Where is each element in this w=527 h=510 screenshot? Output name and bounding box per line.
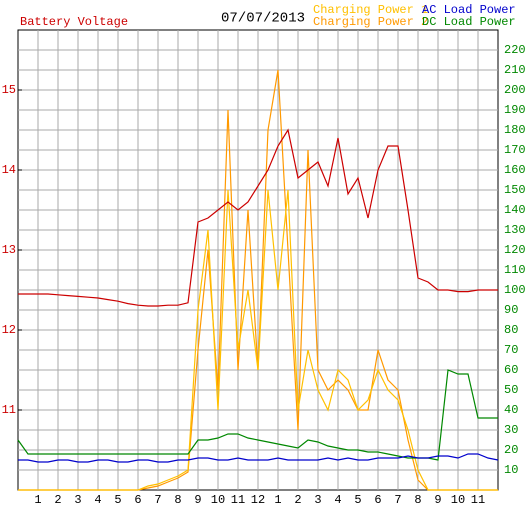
series-line xyxy=(18,453,499,463)
y2-tick-label: 50 xyxy=(504,383,518,397)
y2-tick-label: 60 xyxy=(504,363,518,377)
x-tick-label: 7 xyxy=(394,493,401,507)
y2-tick-label: 160 xyxy=(504,163,526,177)
y2-tick-label: 30 xyxy=(504,423,518,437)
x-tick-label: 1 xyxy=(34,493,41,507)
x-tick-label: 2 xyxy=(294,493,301,507)
x-tick-label: 3 xyxy=(314,493,321,507)
x-tick-label: 4 xyxy=(334,493,341,507)
y2-tick-label: 130 xyxy=(504,223,526,237)
y2-tick-label: 70 xyxy=(504,343,518,357)
y2-tick-label: 150 xyxy=(504,183,526,197)
chart-title: 07/07/2013 xyxy=(221,11,305,27)
y-tick-label: 15 xyxy=(2,83,16,97)
y2-tick-label: 80 xyxy=(504,323,518,337)
x-tick-label: 11 xyxy=(471,493,485,507)
y2-tick-label: 200 xyxy=(504,83,526,97)
y2-tick-label: 40 xyxy=(504,403,518,417)
x-tick-label: 8 xyxy=(174,493,181,507)
x-tick-label: 4 xyxy=(94,493,101,507)
x-tick-label: 3 xyxy=(74,493,81,507)
legend-entry: Charging Power 2 xyxy=(313,15,428,29)
y2-tick-label: 140 xyxy=(504,203,526,217)
x-tick-label: 7 xyxy=(154,493,161,507)
legend-entry: Battery Voltage xyxy=(20,15,128,29)
x-tick-label: 5 xyxy=(354,493,361,507)
y2-tick-label: 210 xyxy=(504,63,526,77)
x-tick-label: 12 xyxy=(251,493,265,507)
x-tick-label: 9 xyxy=(434,493,441,507)
x-tick-label: 6 xyxy=(374,493,381,507)
x-tick-label: 6 xyxy=(134,493,141,507)
y2-tick-label: 90 xyxy=(504,303,518,317)
legend-entry: DC Load Power xyxy=(422,15,516,29)
x-tick-label: 9 xyxy=(194,493,201,507)
x-tick-label: 1 xyxy=(274,493,281,507)
y-tick-label: 14 xyxy=(2,163,16,177)
series-line xyxy=(18,189,498,491)
x-tick-label: 2 xyxy=(54,493,61,507)
y2-tick-label: 120 xyxy=(504,243,526,257)
y2-tick-label: 10 xyxy=(504,463,518,477)
y2-tick-label: 110 xyxy=(504,263,526,277)
y2-tick-label: 220 xyxy=(504,43,526,57)
legend-entry: Charging Power 1 xyxy=(313,3,428,17)
x-tick-label: 10 xyxy=(211,493,225,507)
y2-tick-label: 170 xyxy=(504,143,526,157)
x-tick-label: 5 xyxy=(114,493,121,507)
y2-tick-label: 100 xyxy=(504,283,526,297)
y2-tick-label: 180 xyxy=(504,123,526,137)
x-tick-label: 10 xyxy=(451,493,465,507)
legend-entry: AC Load Power xyxy=(422,3,516,17)
y-tick-label: 13 xyxy=(2,243,16,257)
y2-tick-label: 20 xyxy=(504,443,518,457)
y-tick-label: 12 xyxy=(2,323,16,337)
y-tick-label: 11 xyxy=(2,403,16,417)
x-tick-label: 11 xyxy=(231,493,245,507)
x-tick-label: 8 xyxy=(414,493,421,507)
series-line xyxy=(18,128,498,307)
y2-tick-label: 190 xyxy=(504,103,526,117)
